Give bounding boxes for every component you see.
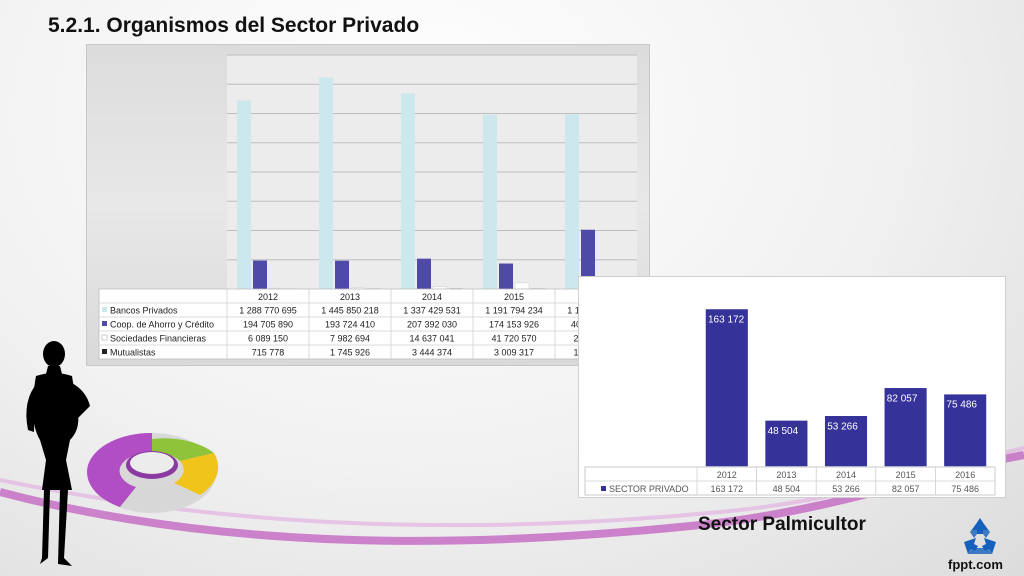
table-cell-value: 207 392 030 — [407, 320, 457, 330]
chart-panel-sector-palmicultor: 163 172 48 504 53 266 82 057 75 486 2012 163 1… — [578, 276, 1006, 498]
businesswoman-silhouette — [26, 341, 90, 566]
bar-sector-privado-2014 — [823, 414, 869, 468]
bar-chart-sector-palmicultor: 163 172 48 504 53 266 82 057 75 486 2012 163 1… — [584, 307, 996, 496]
table-cell-value: 41 720 570 — [491, 334, 536, 344]
legend-key — [601, 486, 606, 491]
legend-key — [101, 334, 108, 341]
x-tick-label: 2015 — [896, 470, 916, 480]
data-label: 75 486 — [946, 400, 977, 411]
x-tick-label: 2012 — [717, 470, 737, 480]
bar-bancos-privados-2015 — [483, 114, 497, 289]
table-cell-value: 75 486 — [951, 484, 979, 494]
bar-coop-de-ahorro-y-cr-dito-2016 — [581, 229, 595, 289]
slide-title: 5.2.1. Organismos del Sector Privado — [48, 14, 420, 37]
legend-key — [102, 349, 107, 354]
data-label: 53 266 — [827, 421, 858, 432]
x-tick-label: 2014 — [422, 292, 442, 302]
x-tick-label: 2013 — [340, 292, 360, 302]
bar-bancos-privados-2014 — [401, 93, 415, 289]
decorative-3d-pie-graphic — [87, 432, 219, 513]
legend-label: SECTOR PRIVADO — [609, 484, 689, 494]
bar-coop-de-ahorro-y-cr-dito-2015 — [499, 263, 513, 289]
table-cell-value: 1 191 794 234 — [485, 306, 543, 316]
table-cell-value: 48 504 — [773, 484, 801, 494]
bar-bancos-privados-2013 — [319, 77, 333, 289]
table-cell-value: 14 637 041 — [409, 334, 454, 344]
table-cell-value: 194 705 890 — [243, 320, 293, 330]
legend-key — [102, 321, 107, 326]
table-cell-value: 163 172 — [711, 484, 744, 494]
bar-coop-de-ahorro-y-cr-dito-2013 — [335, 260, 349, 289]
table-cell-value: 3 444 374 — [412, 348, 452, 358]
data-label: 82 057 — [887, 393, 918, 404]
table-cell-value: 1 745 926 — [330, 348, 370, 358]
bar-bancos-privados-2016 — [565, 114, 579, 289]
table-cell-value: 6 089 150 — [248, 334, 288, 344]
sector-palmicultor-label: Sector Palmicultor — [698, 514, 866, 535]
x-tick-label: 2016 — [955, 470, 975, 480]
legend-label: Mutualistas — [110, 348, 156, 358]
legend-label: Coop. de Ahorro y Crédito — [110, 320, 214, 330]
x-tick-label: 2013 — [776, 470, 796, 480]
bar-coop-de-ahorro-y-cr-dito-2012 — [253, 260, 267, 289]
x-tick-label: 2015 — [504, 292, 524, 302]
x-tick-label: 2014 — [836, 470, 856, 480]
table-cell-value: 174 153 926 — [489, 320, 539, 330]
bar-sociedades-financieras-2015 — [514, 282, 530, 290]
brand-logo-text: fppt.com — [948, 557, 1003, 572]
table-cell-value: 1 445 850 218 — [321, 306, 379, 316]
table-cell-value: 53 266 — [832, 484, 860, 494]
data-label: 48 504 — [768, 426, 799, 437]
bar-sector-privado-2013 — [763, 419, 809, 468]
table-cell-value: 715 778 — [252, 348, 285, 358]
bar-bancos-privados-2012 — [237, 100, 251, 289]
table-cell-value: 1 337 429 531 — [403, 306, 461, 316]
table-cell-value: 3 009 317 — [494, 348, 534, 358]
table-cell-value: 82 057 — [892, 484, 920, 494]
bar-coop-de-ahorro-y-cr-dito-2014 — [417, 258, 431, 289]
legend-label: Sociedades Financieras — [110, 334, 207, 344]
table-cell-value: 1 288 770 695 — [239, 306, 297, 316]
bar-sector-privado-2015 — [883, 386, 929, 468]
bar-sector-privado-2012 — [704, 307, 750, 468]
data-table — [98, 288, 638, 360]
legend-key — [102, 307, 107, 312]
table-cell-value: 193 724 410 — [325, 320, 375, 330]
data-label: 163 172 — [708, 314, 745, 325]
table-cell-value: 7 982 694 — [330, 334, 370, 344]
x-tick-label: 2012 — [258, 292, 278, 302]
recycle-icon — [964, 518, 996, 554]
legend-label: Bancos Privados — [110, 306, 178, 316]
